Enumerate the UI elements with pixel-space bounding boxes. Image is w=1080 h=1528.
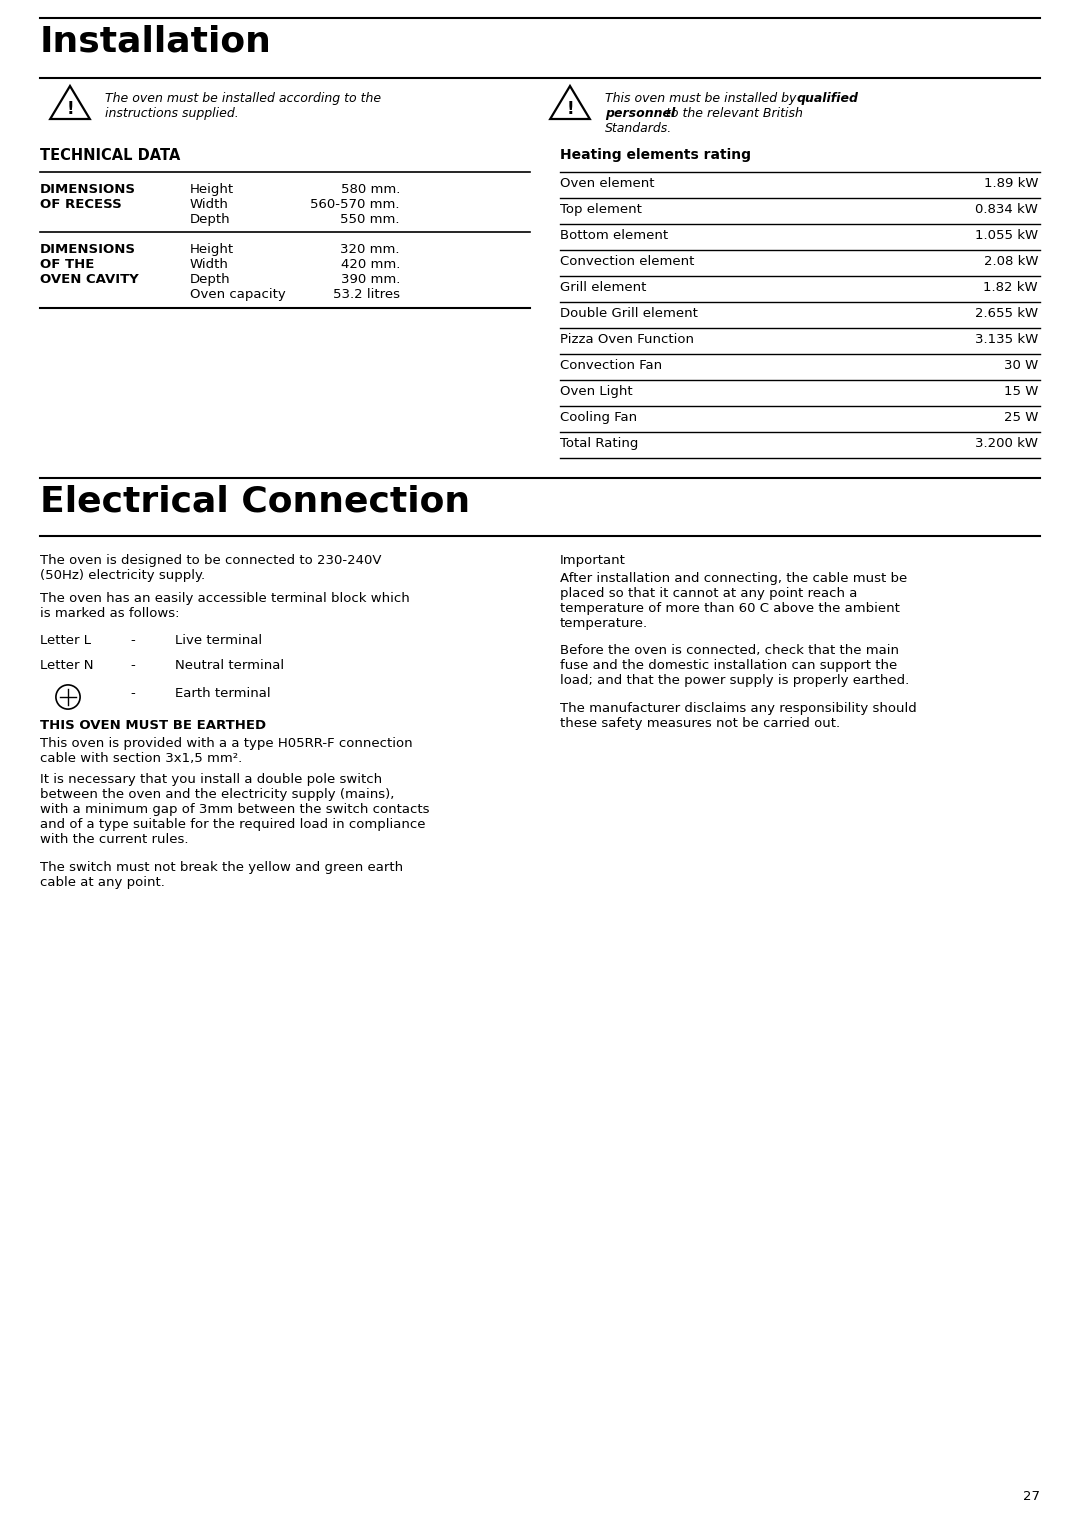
Text: OVEN CAVITY: OVEN CAVITY — [40, 274, 138, 286]
Text: 3.135 kW: 3.135 kW — [975, 333, 1038, 345]
Text: Earth terminal: Earth terminal — [175, 688, 271, 700]
Text: 2.08 kW: 2.08 kW — [984, 255, 1038, 267]
Text: Width: Width — [190, 258, 229, 270]
Text: -: - — [130, 659, 135, 672]
Text: The oven has an easily accessible terminal block which
is marked as follows:: The oven has an easily accessible termin… — [40, 591, 409, 620]
Text: Pizza Oven Function: Pizza Oven Function — [561, 333, 694, 345]
Text: 27: 27 — [1023, 1490, 1040, 1504]
Text: 0.834 kW: 0.834 kW — [975, 203, 1038, 215]
Text: 420 mm.: 420 mm. — [340, 258, 400, 270]
Text: Oven capacity: Oven capacity — [190, 287, 286, 301]
Text: 560-570 mm.: 560-570 mm. — [311, 199, 400, 211]
Text: Standards.: Standards. — [605, 122, 672, 134]
Text: Convection Fan: Convection Fan — [561, 359, 662, 371]
Text: Live terminal: Live terminal — [175, 634, 262, 646]
Text: Bottom element: Bottom element — [561, 229, 669, 241]
Text: qualified: qualified — [797, 92, 859, 105]
Text: Total Rating: Total Rating — [561, 437, 638, 451]
Text: After installation and connecting, the cable must be
placed so that it cannot at: After installation and connecting, the c… — [561, 571, 907, 630]
Text: Top element: Top element — [561, 203, 642, 215]
Text: The switch must not break the yellow and green earth
cable at any point.: The switch must not break the yellow and… — [40, 860, 403, 889]
Text: personnel: personnel — [605, 107, 675, 121]
Text: Letter N: Letter N — [40, 659, 94, 672]
Text: Cooling Fan: Cooling Fan — [561, 411, 637, 423]
Text: -: - — [130, 688, 135, 700]
Text: 15 W: 15 W — [1003, 385, 1038, 397]
Text: Oven Light: Oven Light — [561, 385, 633, 397]
Text: Neutral terminal: Neutral terminal — [175, 659, 284, 672]
Text: Electrical Connection: Electrical Connection — [40, 484, 470, 518]
Text: The oven must be installed according to the: The oven must be installed according to … — [105, 92, 381, 105]
Text: This oven is provided with a a type H05RR-F connection
cable with section 3x1,5 : This oven is provided with a a type H05R… — [40, 736, 413, 766]
Text: OF RECESS: OF RECESS — [40, 199, 122, 211]
Text: !: ! — [566, 101, 573, 118]
Text: 30 W: 30 W — [1003, 359, 1038, 371]
Text: 390 mm.: 390 mm. — [340, 274, 400, 286]
Text: 320 mm.: 320 mm. — [340, 243, 400, 257]
Text: The manufacturer disclaims any responsibility should
these safety measures not b: The manufacturer disclaims any responsib… — [561, 701, 917, 730]
Text: Letter L: Letter L — [40, 634, 91, 646]
Text: OF THE: OF THE — [40, 258, 94, 270]
Text: -: - — [130, 634, 135, 646]
Text: instructions supplied.: instructions supplied. — [105, 107, 239, 121]
Text: Before the oven is connected, check that the main
fuse and the domestic installa: Before the oven is connected, check that… — [561, 643, 909, 688]
Text: THIS OVEN MUST BE EARTHED: THIS OVEN MUST BE EARTHED — [40, 720, 266, 732]
Text: It is necessary that you install a double pole switch
between the oven and the e: It is necessary that you install a doubl… — [40, 773, 430, 847]
Text: Depth: Depth — [190, 212, 231, 226]
Text: Width: Width — [190, 199, 229, 211]
Text: 53.2 litres: 53.2 litres — [333, 287, 400, 301]
Text: Convection element: Convection element — [561, 255, 694, 267]
Text: 580 mm.: 580 mm. — [340, 183, 400, 196]
Text: 1.89 kW: 1.89 kW — [984, 177, 1038, 189]
Text: 1.82 kW: 1.82 kW — [984, 281, 1038, 293]
Text: DIMENSIONS: DIMENSIONS — [40, 243, 136, 257]
Text: TECHNICAL DATA: TECHNICAL DATA — [40, 148, 180, 163]
Text: 3.200 kW: 3.200 kW — [975, 437, 1038, 451]
Text: This oven must be installed by: This oven must be installed by — [605, 92, 800, 105]
Text: Important: Important — [561, 555, 626, 567]
Text: Height: Height — [190, 183, 234, 196]
Text: to the relevant British: to the relevant British — [662, 107, 802, 121]
Text: 25 W: 25 W — [1003, 411, 1038, 423]
Text: DIMENSIONS: DIMENSIONS — [40, 183, 136, 196]
Text: Depth: Depth — [190, 274, 231, 286]
Text: Height: Height — [190, 243, 234, 257]
Text: 1.055 kW: 1.055 kW — [975, 229, 1038, 241]
Text: 550 mm.: 550 mm. — [340, 212, 400, 226]
Text: Installation: Installation — [40, 24, 272, 60]
Text: The oven is designed to be connected to 230-240V
(50Hz) electricity supply.: The oven is designed to be connected to … — [40, 555, 381, 582]
Text: Oven element: Oven element — [561, 177, 654, 189]
Text: Grill element: Grill element — [561, 281, 646, 293]
Text: 2.655 kW: 2.655 kW — [975, 307, 1038, 319]
Text: !: ! — [66, 101, 73, 118]
Text: Heating elements rating: Heating elements rating — [561, 148, 751, 162]
Text: Double Grill element: Double Grill element — [561, 307, 698, 319]
